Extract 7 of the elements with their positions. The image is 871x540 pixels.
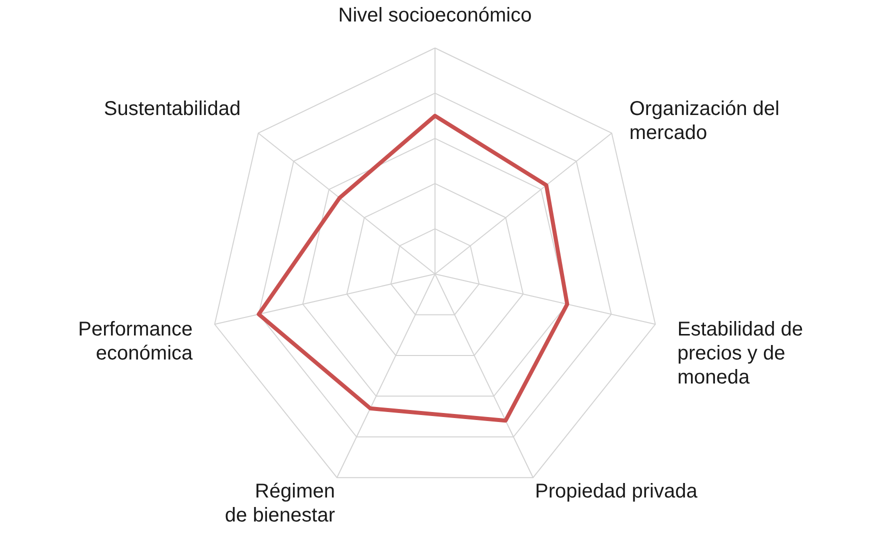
spoke-label: Performance económica <box>78 318 194 364</box>
spoke-label: Régimen de bienestar <box>224 480 336 527</box>
spoke-label: Organización del mercado <box>629 98 780 144</box>
spoke-label: Sustentabilidad <box>104 98 241 120</box>
spoke-label: Estabilidad de precios y de moneda <box>677 318 804 388</box>
spoke-label: Propiedad privada <box>535 480 698 503</box>
spoke-label: Nivel socioeconómico <box>338 4 532 26</box>
